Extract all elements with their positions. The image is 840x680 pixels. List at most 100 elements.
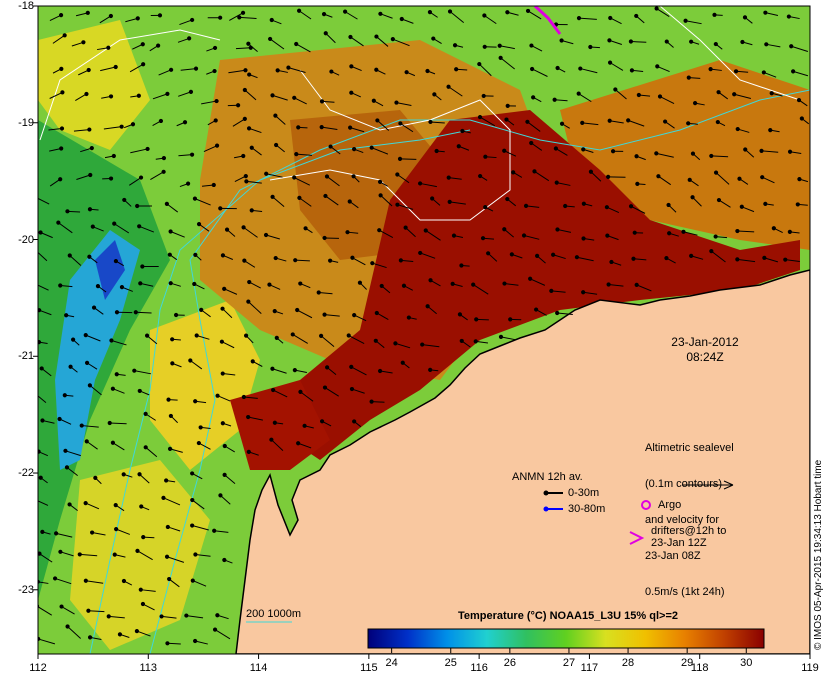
velocity-arrow-head (667, 231, 672, 236)
velocity-arrow-head (430, 196, 435, 201)
velocity-arrow (170, 231, 185, 238)
velocity-arrow (325, 195, 339, 206)
velocity-arrow (67, 626, 81, 639)
velocity-arrow-head (451, 233, 457, 238)
latitude-tick-label: -20 (18, 233, 34, 246)
velocity-arrow-head (112, 221, 117, 226)
latitude-tick-label: -18 (18, 0, 34, 12)
velocity-arrow-head (164, 478, 169, 483)
velocity-arrow-head (297, 195, 302, 200)
velocity-arrow-head (274, 142, 279, 148)
velocity-arrow-head (218, 206, 223, 211)
velocity-arrow-head (79, 423, 84, 428)
velocity-arrow-head (63, 448, 68, 453)
velocity-arrow-head (399, 16, 404, 22)
velocity-arrow-head (136, 93, 141, 98)
velocity-arrow-head (110, 386, 115, 391)
sealevel-contour-2 (269, 69, 511, 221)
velocity-arrow-head (689, 253, 694, 258)
velocity-arrow-head (786, 14, 791, 19)
velocity-arrow-head (273, 113, 278, 118)
velocity-arrow-head (222, 472, 227, 477)
velocity-arrow-head (90, 530, 95, 535)
velocity-arrow-head (38, 475, 43, 480)
velocity-arrow (297, 442, 312, 449)
velocity-arrow-head (60, 90, 65, 95)
velocity-arrow-head (632, 230, 637, 235)
velocity-arrow (180, 68, 197, 71)
velocity-arrow-head (346, 333, 351, 338)
velocity-arrow (161, 615, 177, 619)
velocity-arrow-head (418, 250, 423, 256)
velocity-arrow (81, 425, 99, 428)
velocity-arrow-head (138, 175, 144, 180)
velocity-arrow (300, 391, 314, 402)
velocity-arrow (178, 154, 193, 157)
velocity-arrow-head (740, 39, 745, 45)
velocity-arrow-head (609, 259, 614, 265)
velocity-arrow-head (322, 235, 327, 241)
velocity-arrow-head (140, 42, 145, 47)
velocity-arrow-head (588, 44, 593, 50)
velocity-arrow (142, 603, 155, 611)
velocity-arrow-head (555, 227, 560, 232)
velocity-arrow-head (635, 181, 640, 186)
velocity-arrow (711, 155, 729, 158)
colorbar-tick-label: 26 (503, 657, 516, 669)
velocity-arrow (186, 615, 204, 619)
velocity-arrow (449, 11, 465, 24)
altimetry-legend-line: (0.1m contours) (645, 478, 723, 490)
velocity-arrow-head (58, 549, 63, 554)
velocity-arrow-head (454, 67, 459, 72)
velocity-arrow (198, 442, 211, 450)
sst-yellow-region (38, 20, 150, 150)
velocity-arrow-head (145, 146, 150, 152)
velocity-arrow-head (272, 420, 277, 425)
velocity-arrow-head (395, 202, 400, 207)
velocity-arrow-head (161, 169, 166, 174)
velocity-arrow (222, 308, 233, 319)
velocity-arrow-head (292, 368, 297, 373)
velocity-arrow (214, 530, 229, 533)
velocity-arrow-head (68, 364, 73, 369)
velocity-arrow (295, 43, 311, 53)
velocity-arrow-head (264, 171, 269, 176)
velocity-arrow (150, 171, 164, 181)
velocity-arrow-head (498, 334, 504, 339)
longitude-tick-label: 118 (690, 662, 709, 674)
sealevel-contour (39, 29, 221, 141)
velocity-arrow-head (141, 62, 146, 67)
velocity-arrow (135, 311, 152, 314)
velocity-arrow-head (188, 358, 193, 363)
velocity-arrow (266, 173, 283, 178)
velocity-arrow (221, 341, 235, 349)
velocity-arrow (425, 230, 441, 241)
velocity-arrow-head (549, 288, 554, 293)
velocity-arrow (137, 550, 153, 561)
velocity-arrow-head (184, 613, 189, 618)
sst-cold-region (95, 240, 125, 300)
velocity-arrow-head (581, 236, 586, 241)
velocity-arrow-head (112, 552, 117, 557)
velocity-arrow-head (657, 94, 663, 99)
velocity-arrow-head (286, 65, 291, 70)
velocity-arrow (85, 580, 104, 584)
velocity-arrow-head (190, 578, 195, 583)
velocity-arrow-head (83, 500, 88, 506)
land-mass (235, 269, 810, 654)
velocity-arrow-head (743, 147, 748, 152)
velocity-arrow-head (193, 66, 199, 71)
velocity-arrow-head (374, 67, 379, 72)
velocity-arrow-head (215, 613, 220, 618)
colorbar (367, 628, 765, 649)
velocity-arrow-head (345, 230, 350, 235)
velocity-arrow-head (523, 203, 529, 208)
velocity-arrow (764, 257, 779, 263)
velocity-arrow-head (190, 17, 195, 23)
velocity-arrow-head (59, 66, 64, 71)
velocity-arrow (372, 262, 387, 269)
velocity-arrow-head (796, 97, 802, 103)
velocity-arrow (500, 57, 515, 70)
velocity-arrow (765, 12, 779, 17)
velocity-arrow-head (167, 576, 172, 582)
